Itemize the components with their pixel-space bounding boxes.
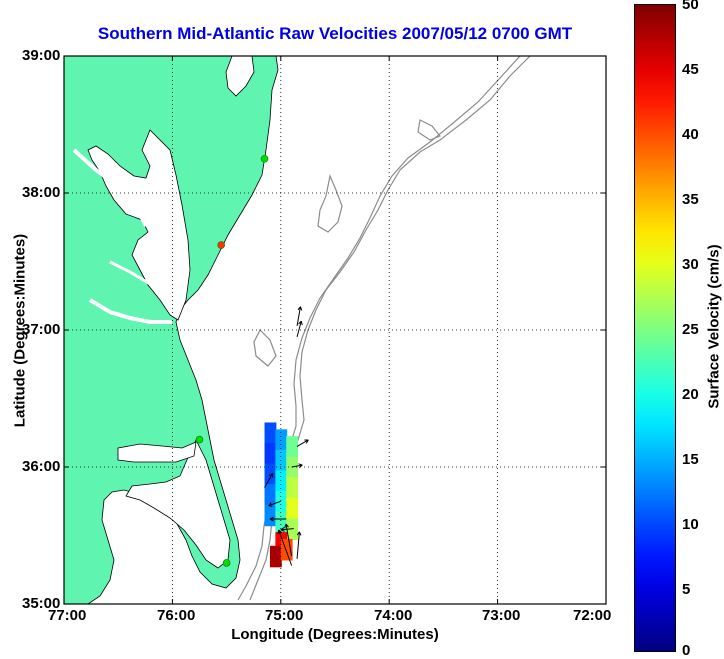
x-tick-label: 76:00 xyxy=(157,607,196,624)
velocity-vector xyxy=(291,463,303,469)
hf-radar-stations xyxy=(195,154,269,567)
colorbar-tick-label: 35 xyxy=(682,191,699,208)
velocity-vector xyxy=(296,439,309,447)
colorbar-tick-label: 20 xyxy=(682,386,699,403)
colorbar xyxy=(634,4,676,652)
x-tick-label: 74:00 xyxy=(374,607,413,624)
velocity-vector xyxy=(268,500,281,507)
velocity-cell xyxy=(286,497,299,520)
velocity-cell xyxy=(286,477,299,499)
y-tick-label: 36:00 xyxy=(22,458,61,475)
radar-station-marker[interactable] xyxy=(260,154,269,163)
x-tick-label: 75:00 xyxy=(265,607,304,624)
radar-station-marker[interactable] xyxy=(195,435,204,444)
x-tick-label: 77:00 xyxy=(48,607,87,624)
river-york xyxy=(109,260,151,286)
velocity-cell xyxy=(280,538,293,561)
velocity-cell xyxy=(275,490,288,513)
velocity-vector xyxy=(296,306,303,326)
velocity-vector xyxy=(269,516,287,522)
radar-station-marker[interactable] xyxy=(217,241,225,249)
colorbar-tick-label: 15 xyxy=(682,451,699,468)
colorbar-tick-label: 25 xyxy=(682,321,699,338)
colorbar-tick-label: 0 xyxy=(682,642,691,659)
colorbar-tick-label: 30 xyxy=(682,256,699,273)
river-james xyxy=(88,298,172,324)
y-tick-label: 37:00 xyxy=(22,321,61,338)
albemarle-sound xyxy=(117,441,197,463)
x-tick-label: 73:00 xyxy=(482,607,521,624)
x-tick-label: 72:00 xyxy=(573,607,612,624)
page-title: Southern Mid-Atlantic Raw Velocities 200… xyxy=(97,24,573,43)
y-axis-label: Latitude (Degrees:Minutes) xyxy=(11,233,29,428)
radar-station-marker[interactable] xyxy=(222,559,231,567)
delaware-bay xyxy=(225,56,255,97)
velocity-vectors xyxy=(264,306,309,566)
colorbar-tick-label: 10 xyxy=(682,516,699,533)
velocity-cell xyxy=(286,436,299,458)
river-potomac xyxy=(72,148,148,227)
grid-lines xyxy=(64,56,606,604)
velocity-vector xyxy=(296,320,303,337)
velocity-cell xyxy=(264,484,277,506)
pamlico-sound xyxy=(125,439,231,569)
velocity-cell xyxy=(275,449,288,472)
y-tick-label: 39:00 xyxy=(22,47,61,64)
velocity-vector xyxy=(264,473,274,488)
colorbar-tick-label: 5 xyxy=(682,581,691,598)
velocity-cell xyxy=(275,429,288,451)
velocity-vector xyxy=(284,523,293,557)
velocity-cell xyxy=(275,511,288,534)
velocity-vector xyxy=(296,531,302,559)
velocity-cell xyxy=(275,470,288,492)
velocity-cell xyxy=(286,456,299,479)
tick-marks xyxy=(63,55,607,605)
velocity-cell xyxy=(264,443,277,465)
colorbar-tick-label: 40 xyxy=(682,126,699,143)
y-tick-label: 35:00 xyxy=(22,595,61,612)
velocity-cell xyxy=(269,545,282,568)
colorbar-tick-label: 45 xyxy=(682,61,699,78)
velocity-cell xyxy=(264,422,277,445)
y-tick-label: 38:00 xyxy=(22,184,61,201)
colorbar-tick-label: 50 xyxy=(682,0,699,13)
colorbar-label: Surface Velocity (cm/s) xyxy=(705,244,723,409)
x-axis-label: Longitude (Degrees:Minutes) xyxy=(231,626,439,643)
velocity-cell xyxy=(264,504,277,527)
